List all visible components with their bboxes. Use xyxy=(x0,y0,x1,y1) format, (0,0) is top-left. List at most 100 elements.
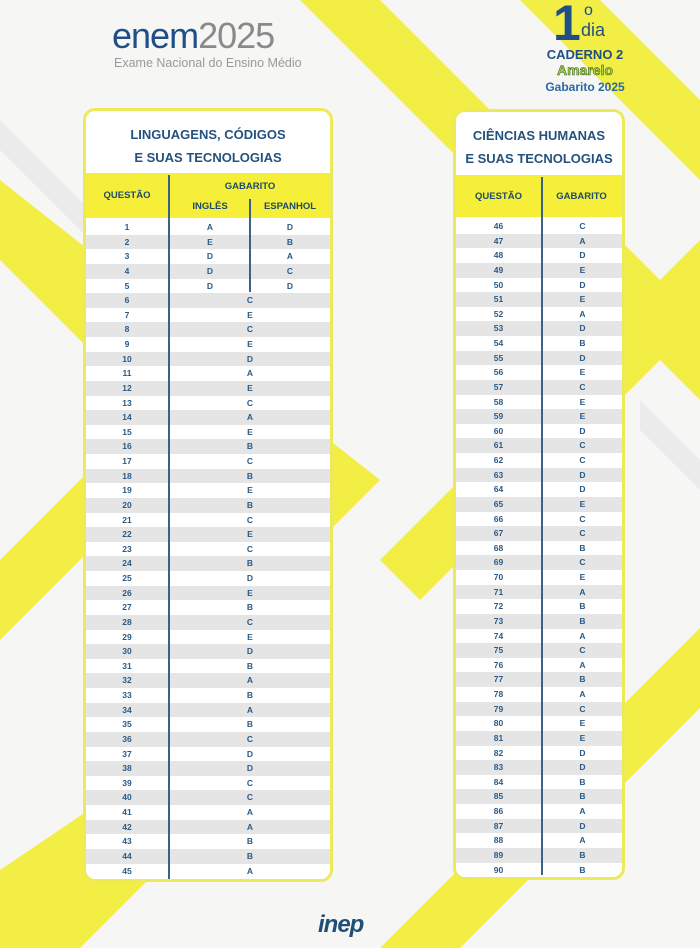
answer: A xyxy=(246,704,254,715)
table-row: 28 C xyxy=(86,614,330,630)
answer: C xyxy=(246,733,254,744)
title-line-2: E SUAS TECNOLOGIAS xyxy=(134,150,282,165)
table-row: 82 D xyxy=(456,746,622,761)
question-number: 74 xyxy=(493,630,504,641)
question-number: 14 xyxy=(122,412,132,423)
table-row: 40 C xyxy=(86,790,330,805)
question-number: 67 xyxy=(493,528,504,539)
answer: A xyxy=(246,412,254,423)
table-row: 61 C xyxy=(456,438,622,453)
question-number: 30 xyxy=(122,646,132,657)
table-row: 55 D xyxy=(456,350,622,366)
question-number: 70 xyxy=(493,572,504,582)
answer: A xyxy=(579,586,586,597)
table-row: 78 A xyxy=(456,687,622,702)
table-row: 30 D xyxy=(86,644,330,659)
question-number: 83 xyxy=(493,762,504,773)
ciencias-humanas-answer-card: CIÊNCIAS HUMANAS E SUAS TECNOLOGIAS QUES… xyxy=(453,109,625,880)
language-divider xyxy=(249,199,251,292)
table-row: 90 B xyxy=(456,863,622,878)
question-number: 51 xyxy=(493,294,504,305)
table-row: 49 E xyxy=(456,262,622,278)
col-gabarito: GABARITO xyxy=(224,181,276,192)
table-row: 50 D xyxy=(456,278,622,293)
table-row: 53 D xyxy=(456,321,622,336)
question-number: 7 xyxy=(124,309,130,320)
answer: E xyxy=(247,382,253,393)
table-row: 4 D C xyxy=(86,263,330,279)
question-number: 62 xyxy=(493,455,504,465)
answer: A xyxy=(579,659,586,670)
caderno-color: Amarelo xyxy=(556,62,614,79)
answer: D xyxy=(579,762,586,773)
answer: B xyxy=(579,776,586,787)
question-number: 73 xyxy=(493,615,504,626)
table-row: 67 C xyxy=(456,526,622,541)
table-row: 59 E xyxy=(456,409,622,424)
question-number: 15 xyxy=(122,426,132,437)
answer: B xyxy=(246,836,254,847)
answer-ingles: D xyxy=(206,265,214,276)
col-questao: QUESTÃO xyxy=(103,190,151,201)
question-number: 12 xyxy=(122,382,132,393)
question-number: 63 xyxy=(493,469,504,480)
question-number: 37 xyxy=(122,748,132,759)
answer: B xyxy=(246,470,254,481)
table-row: 89 B xyxy=(456,847,622,863)
question-number: 66 xyxy=(493,513,504,524)
answer: A xyxy=(246,821,254,832)
table-row: 5 D D xyxy=(86,279,330,294)
question-number: 13 xyxy=(122,397,132,408)
table-row: 65 E xyxy=(456,496,622,512)
table-row: 84 B xyxy=(456,775,622,790)
question-number: 90 xyxy=(493,864,504,875)
day-ordinal: o xyxy=(584,2,593,19)
answer: C xyxy=(246,456,254,466)
table-row: 48 D xyxy=(456,248,622,263)
table-row: 70 E xyxy=(456,570,622,585)
question-number: 23 xyxy=(122,543,132,554)
answer: B xyxy=(579,791,586,802)
answer: E xyxy=(579,396,586,407)
question-number: 38 xyxy=(122,763,132,774)
question-number: 61 xyxy=(493,440,504,451)
question-number: 55 xyxy=(493,352,504,363)
title-line-1: CIÊNCIAS HUMANAS xyxy=(472,128,606,143)
question-number: 49 xyxy=(493,264,504,275)
logo-year: 2025 xyxy=(198,15,275,56)
question-number: 2 xyxy=(124,236,130,247)
title-line-2: E SUAS TECNOLOGIAS xyxy=(465,151,613,166)
linguagens-answer-card: LINGUAGENS, CÓDIGOS E SUAS TECNOLOGIAS Q… xyxy=(83,108,333,882)
answer: A xyxy=(579,630,586,641)
table-row: 81 E xyxy=(456,730,622,746)
logo-enem-text: enem xyxy=(112,15,199,56)
table-row: 15 E xyxy=(86,425,330,440)
question-number: 5 xyxy=(124,280,130,291)
question-number: 39 xyxy=(122,777,132,788)
table-row: 83 D xyxy=(456,760,622,775)
question-number: 36 xyxy=(122,733,132,744)
table-row: 11 A xyxy=(86,366,330,381)
question-number: 10 xyxy=(122,353,132,364)
answer: C xyxy=(246,777,254,788)
ciencias-humanas-rows: 46 C 47 A 48 D 49 E 50 D 51 E 52 A 53 D 54 B 55 D 56 E 57 C 58 E 5… xyxy=(456,219,622,877)
answer-espanhol: B xyxy=(286,236,294,247)
answer-ingles: E xyxy=(207,236,213,247)
answer: D xyxy=(579,250,586,261)
answer: E xyxy=(247,587,253,598)
col-espanhol: ESPANHOL xyxy=(263,201,317,212)
day-number: 1 xyxy=(553,0,581,51)
question-number: 75 xyxy=(493,645,504,656)
table-row: 54 B xyxy=(456,336,622,351)
logo-subtitle: Exame Nacional do Ensino Médio xyxy=(114,56,302,70)
answer: C xyxy=(246,792,254,803)
answer-espanhol: C xyxy=(286,265,294,276)
table-row: 12 E xyxy=(86,380,330,396)
table-row: 62 C xyxy=(456,453,622,468)
answer: B xyxy=(246,602,254,613)
title-line-1: LINGUAGENS, CÓDIGOS xyxy=(130,127,286,142)
table-row: 88 A xyxy=(456,833,622,848)
column-divider xyxy=(168,175,170,879)
